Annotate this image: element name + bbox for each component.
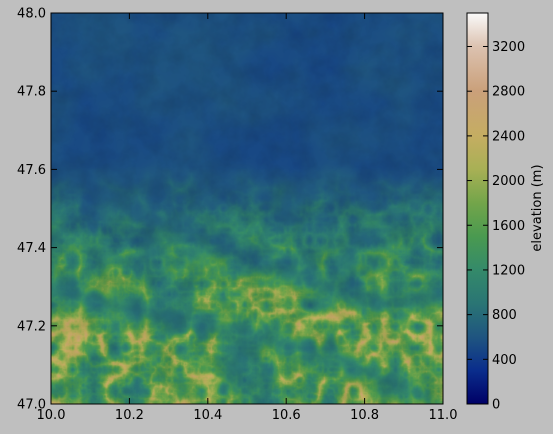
colorbar-tick-label: 1600 bbox=[492, 219, 525, 234]
y-tick-label: 47.2 bbox=[17, 319, 46, 334]
colorbar-tick-label: 2400 bbox=[492, 129, 525, 144]
y-tick-label: 48.0 bbox=[17, 7, 46, 22]
y-tick-label: 47.4 bbox=[17, 241, 46, 256]
x-axis: 10.0 10.2 10.4 10.6 10.8 11.0 bbox=[37, 13, 458, 423]
x-tick-label: 10.8 bbox=[350, 408, 379, 423]
colorbar-tick-label: 0 bbox=[492, 398, 500, 413]
y-tick-label: 47.6 bbox=[17, 163, 46, 178]
y-tick-label: 47.8 bbox=[17, 85, 46, 100]
terrain-texture bbox=[51, 13, 443, 404]
x-tick-label: 10.6 bbox=[272, 408, 301, 423]
colorbar-tick-label: 3200 bbox=[492, 40, 525, 55]
colorbar-label: elevation (m) bbox=[530, 164, 545, 251]
colorbar-tick-label: 800 bbox=[492, 308, 517, 323]
colorbar-tick-label: 1200 bbox=[492, 263, 525, 278]
colorbar-tick-label: 400 bbox=[492, 353, 517, 368]
x-tick-label: 10.0 bbox=[37, 408, 66, 423]
colorbar-tick-label: 2800 bbox=[492, 85, 525, 100]
plot-area bbox=[51, 13, 443, 404]
x-tick-label: 10.4 bbox=[193, 408, 222, 423]
x-tick-label: 10.2 bbox=[115, 408, 144, 423]
y-tick-label: 47.0 bbox=[17, 398, 46, 413]
colorbar-tick-label: 2000 bbox=[492, 174, 525, 189]
plot-frame bbox=[50, 12, 444, 405]
colorbar-axis: 0 400 800 1200 1600 2000 2400 2800 3200 bbox=[467, 40, 525, 413]
colorbar bbox=[466, 12, 489, 405]
y-axis: 47.0 47.2 47.4 47.6 47.8 48.0 bbox=[17, 7, 443, 413]
x-tick-label: 11.0 bbox=[429, 408, 458, 423]
